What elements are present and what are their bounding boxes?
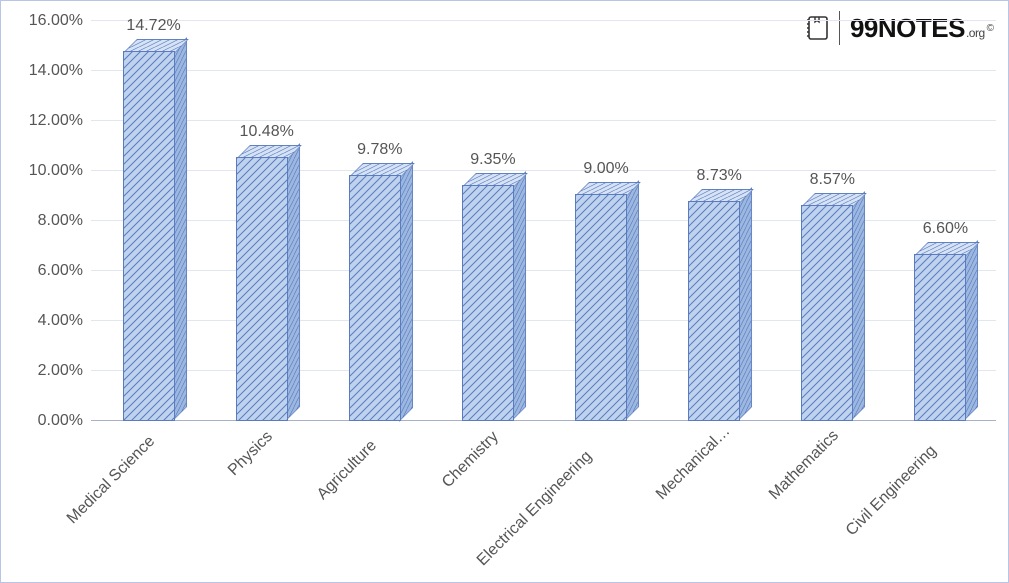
- bar-side-face: [399, 161, 413, 422]
- chart-area: 0.00% 2.00% 4.00% 6.00% 8.00% 10.00% 12.00% 14.…: [11, 11, 1003, 569]
- plot-area: 0.00% 2.00% 4.00% 6.00% 8.00% 10.00% 12.00% 14.…: [11, 11, 1003, 569]
- gridline: [91, 120, 996, 121]
- bar: [914, 256, 964, 421]
- bar: [123, 53, 173, 421]
- bar-side-face: [851, 191, 865, 421]
- chart-frame: 99NOTES.org © 0.00%2.00%4.00%6.00%8.00%1…: [0, 0, 1009, 583]
- x-tick-label: Medical Science: [63, 433, 158, 528]
- bar-front-face: [801, 205, 853, 421]
- y-tick-label: 14.00%: [29, 62, 83, 80]
- x-tick-label: Chemistry: [439, 428, 503, 492]
- bar: [236, 159, 286, 421]
- x-tick-label: Physics: [225, 428, 277, 480]
- bar-value-label: 9.00%: [583, 160, 628, 178]
- bar-value-label: 8.73%: [697, 167, 742, 185]
- bar: [801, 207, 851, 421]
- y-tick-label: 16.00%: [29, 12, 83, 30]
- x-axis-baseline: [91, 420, 996, 421]
- axis-region: 0.00%2.00%4.00%6.00%8.00%10.00%12.00%14.…: [91, 21, 996, 421]
- bar: [349, 177, 399, 422]
- y-tick-label: 2.00%: [38, 362, 83, 380]
- bar-front-face: [236, 157, 288, 421]
- x-tick-label: Electrical Engineering: [474, 448, 596, 570]
- bar-front-face: [575, 194, 627, 421]
- bar-side-face: [738, 187, 752, 421]
- bar-front-face: [349, 175, 401, 422]
- bar: [688, 203, 738, 421]
- bar-front-face: [123, 51, 175, 421]
- y-tick-label: 10.00%: [29, 162, 83, 180]
- bar-side-face: [286, 143, 300, 421]
- bar-value-label: 9.35%: [470, 151, 515, 169]
- y-tick-label: 0.00%: [38, 412, 83, 430]
- x-tick-label: Agriculture: [314, 437, 381, 504]
- bar-value-label: 8.57%: [810, 171, 855, 189]
- bar-side-face: [512, 171, 526, 421]
- bar-front-face: [914, 254, 966, 421]
- gridline: [91, 20, 996, 21]
- gridline: [91, 70, 996, 71]
- x-tick-label: Civil Engineering: [843, 442, 941, 540]
- bar-front-face: [688, 201, 740, 421]
- y-tick-label: 4.00%: [38, 312, 83, 330]
- bar-front-face: [462, 185, 514, 421]
- x-tick-label: Mathematics: [766, 427, 843, 504]
- y-tick-label: 8.00%: [38, 212, 83, 230]
- bar-value-label: 9.78%: [357, 141, 402, 159]
- bar-value-label: 14.72%: [126, 17, 180, 35]
- bar: [462, 187, 512, 421]
- bar-value-label: 6.60%: [923, 220, 968, 238]
- y-tick-label: 6.00%: [38, 262, 83, 280]
- bar-value-label: 10.48%: [240, 123, 294, 141]
- gridline: [91, 170, 996, 171]
- bar-side-face: [173, 37, 187, 421]
- bar-side-face: [625, 180, 639, 421]
- bar: [575, 196, 625, 421]
- x-tick-label: Mechanical…: [653, 423, 734, 504]
- bar-side-face: [964, 240, 978, 421]
- y-tick-label: 12.00%: [29, 112, 83, 130]
